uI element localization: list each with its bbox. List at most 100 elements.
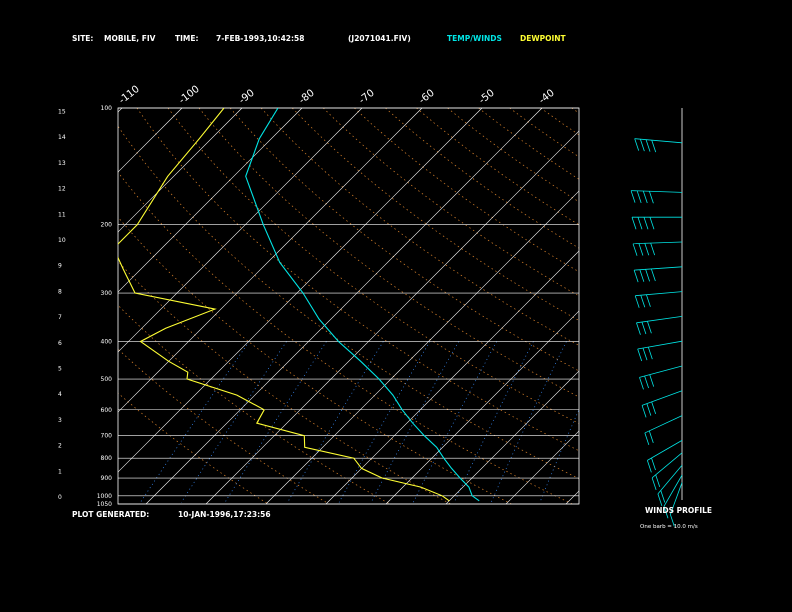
winds-profile-title: WINDS PROFILE — [645, 506, 712, 515]
wind-barb — [647, 347, 653, 360]
dry-adiabat — [118, 125, 579, 479]
isotherm-label: -110 — [117, 84, 142, 107]
isobar-tick-label: 200 — [101, 222, 113, 229]
mixing-ratio-line — [539, 408, 579, 503]
mixing-ratio-line — [224, 341, 327, 503]
wind-barb — [649, 217, 655, 230]
wind-barb — [642, 347, 648, 361]
dry-adiabat — [385, 108, 579, 249]
dry-adiabat — [447, 108, 579, 203]
dry-adiabat — [118, 171, 573, 504]
isotherm-label: -90 — [237, 88, 257, 107]
isotherm-line — [118, 108, 243, 233]
isotherm-line — [265, 190, 579, 504]
wind-barb — [636, 322, 641, 335]
site-value: MOBILE, FIV — [104, 34, 156, 43]
plot-frame — [117, 107, 580, 505]
wind-barb — [646, 403, 652, 416]
isotherm-line — [385, 310, 579, 504]
height-tick-label: 9 — [58, 263, 62, 270]
dry-adiabat — [478, 108, 579, 180]
plot-generated-value: 10-JAN-1996,17:23:56 — [178, 510, 271, 519]
wind-barb — [646, 460, 652, 473]
wind-barb — [651, 401, 657, 414]
time-label: TIME: — [175, 34, 199, 43]
isotherm-label: -50 — [477, 88, 497, 107]
file-name: (J2071041.FIV) — [348, 34, 411, 43]
height-tick-label: 2 — [58, 443, 62, 450]
grid-layer — [0, 108, 792, 504]
wind-barb — [650, 242, 656, 256]
isotherm-line — [445, 370, 579, 504]
isotherm-label: -70 — [357, 88, 377, 107]
wind-staff — [657, 464, 683, 495]
isotherm-line — [118, 108, 483, 473]
height-tick-label: 13 — [58, 160, 66, 167]
series-layer — [118, 108, 480, 502]
isobar-tick-label: 1050 — [97, 501, 112, 508]
wind-barb — [641, 321, 647, 335]
wind-staff — [641, 390, 683, 406]
isobar-tick-label: 400 — [101, 338, 113, 345]
height-tick-label: 10 — [58, 237, 66, 244]
dry-adiabat — [167, 108, 579, 424]
dry-adiabat — [136, 108, 579, 452]
isobar-tick-label: 500 — [101, 376, 113, 383]
isotherm-line — [0, 108, 2, 504]
height-tick-label: 6 — [58, 340, 62, 347]
dry-adiabat — [509, 108, 579, 158]
wind-barb — [638, 243, 644, 256]
site-label: SITE: — [72, 34, 93, 43]
dry-adiabat — [118, 216, 512, 504]
dry-adiabat — [198, 108, 579, 398]
height-tick-label: 12 — [58, 186, 66, 193]
dry-adiabat — [354, 108, 579, 273]
height-tick-label: 7 — [58, 314, 62, 321]
wind-barb — [631, 217, 637, 230]
isobar-tick-label: 600 — [101, 407, 113, 414]
wind-barb — [651, 140, 657, 153]
height-tick-label: 14 — [58, 134, 66, 141]
wind-barb — [636, 190, 642, 203]
wind-barb — [644, 375, 649, 389]
wind-staff — [635, 291, 683, 297]
mixing-ratio-line — [453, 341, 534, 503]
frame-layer — [117, 107, 580, 505]
height-tick-label: 4 — [58, 391, 62, 398]
wind-barb — [642, 190, 648, 204]
dry-adiabat — [416, 108, 579, 226]
wind-barb — [632, 243, 638, 256]
wind-staff — [647, 440, 683, 461]
height-tick-label: 0 — [58, 494, 62, 501]
mixing-ratio-line — [490, 341, 567, 503]
wind-staff — [631, 190, 683, 193]
isotherm-label: -40 — [537, 88, 557, 107]
wind-barb — [649, 191, 654, 204]
isobar-tick-label: 1000 — [97, 493, 112, 500]
dry-adiabat — [603, 108, 792, 504]
isobar-tick-label: 300 — [101, 290, 113, 297]
wind-barb — [633, 270, 639, 283]
wind-barb — [650, 268, 656, 282]
wind-barb — [657, 493, 663, 507]
wind-barb — [639, 377, 644, 390]
dry-adiabat — [118, 392, 269, 504]
wind-staff — [669, 482, 683, 515]
winds-barb-note: One barb = 10.0 m/s — [640, 524, 698, 530]
wind-barb — [639, 139, 645, 152]
dry-adiabat — [634, 108, 792, 504]
height-tick-label: 3 — [58, 417, 62, 424]
isobar-tick-label: 100 — [101, 105, 113, 112]
wind-barb — [634, 295, 640, 308]
wind-barb — [644, 243, 650, 256]
wind-barb — [641, 405, 647, 418]
wind-staff — [634, 138, 683, 144]
wind-barb — [637, 217, 643, 230]
isotherm-label: -60 — [417, 88, 437, 107]
wind-barb — [637, 348, 643, 362]
wind-barb — [651, 477, 657, 490]
dry-adiabat — [260, 108, 579, 346]
wind-barb — [643, 217, 649, 230]
wind-barb — [649, 374, 655, 387]
wind-barb — [646, 294, 651, 307]
